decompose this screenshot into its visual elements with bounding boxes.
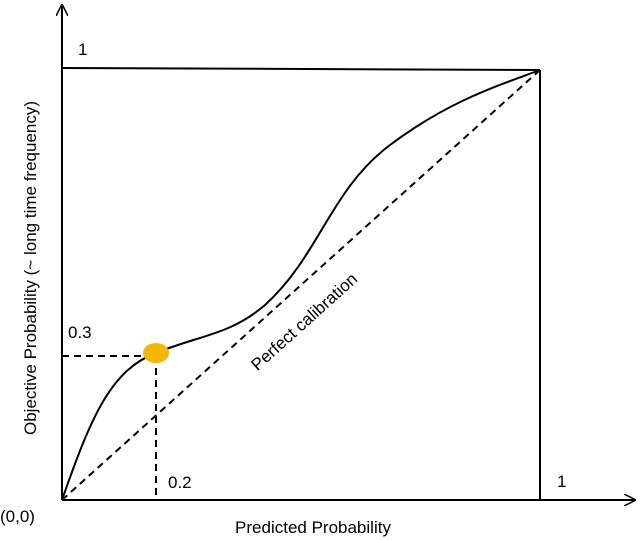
top-bound bbox=[61, 67, 541, 71]
top-label: 1 bbox=[78, 40, 87, 59]
right-label: 1 bbox=[557, 472, 566, 491]
y-marker-label: 0.3 bbox=[68, 323, 92, 342]
x-axis-title: Predicted Probability bbox=[235, 518, 391, 537]
perfect-calibration-line bbox=[61, 69, 541, 501]
diagonal-label: Perfect calibration bbox=[247, 269, 361, 374]
x-marker-label: 0.2 bbox=[168, 473, 192, 492]
origin-label: (0,0) bbox=[0, 507, 35, 526]
highlight-point bbox=[143, 343, 169, 363]
calibration-curve bbox=[61, 69, 541, 501]
y-axis-title: Objective Probability (~ long time frequ… bbox=[21, 101, 40, 435]
